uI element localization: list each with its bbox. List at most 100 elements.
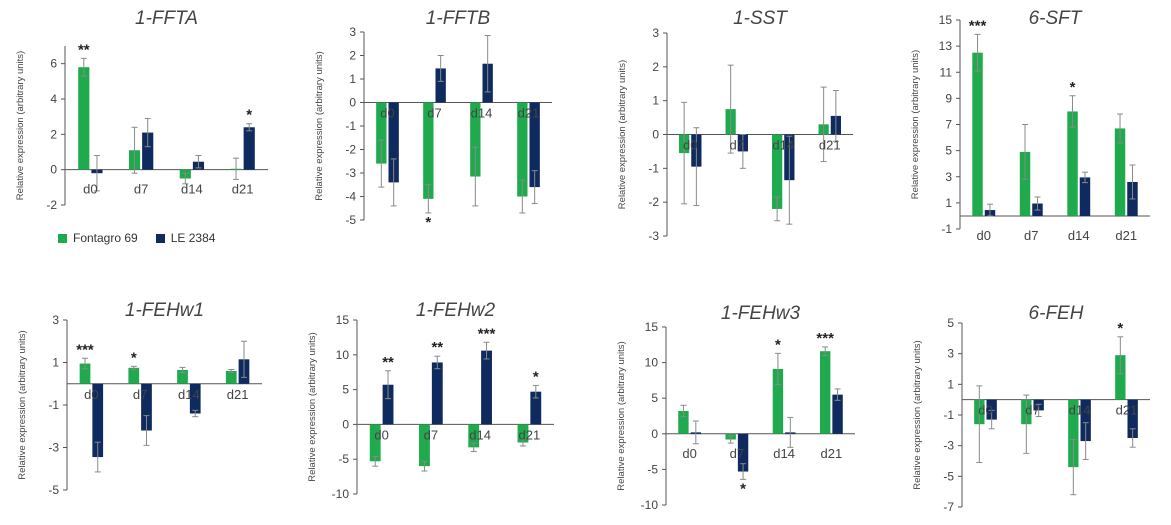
bar-le-d14 — [189, 383, 201, 414]
y-tick-label: 1 — [947, 377, 954, 391]
bar-fontagro-d14 — [177, 369, 188, 384]
y-tick-label: -1 — [941, 222, 952, 236]
bar-fontagro-d21 — [517, 424, 529, 443]
y-tick-label: 10 — [336, 348, 350, 362]
x-tick-label: d0 — [380, 106, 394, 121]
y-tick-label: 0 — [651, 427, 658, 441]
y-tick-label: -5 — [48, 483, 59, 497]
y-axis-label: Relative expression (arbitrary units) — [17, 330, 28, 479]
x-tick-label: d0 — [84, 387, 98, 402]
bar-fontagro-d7 — [423, 102, 434, 199]
y-tick-label: 5 — [651, 391, 658, 405]
x-tick-label: d0 — [682, 446, 696, 461]
significance-mark: * — [246, 107, 252, 124]
x-tick-label: d14 — [1068, 228, 1090, 243]
bar-le-d7 — [142, 132, 154, 170]
x-tick-label: d21 — [819, 138, 841, 153]
y-tick-label: -3 — [48, 441, 59, 455]
significance-mark: * — [740, 480, 746, 497]
y-tick-label: -5 — [338, 452, 349, 466]
chart-panel-1-ffta: 1-FFTA Relative expression (arbitrary uni… — [15, 8, 268, 212]
chart-title: 6-FEH — [1029, 303, 1084, 324]
chart-title: 6-SFT — [1029, 8, 1083, 29]
y-tick-label: 1 — [652, 94, 659, 108]
legend-label-le: LE 2384 — [170, 231, 216, 245]
bar-fontagro-d0 — [376, 102, 387, 164]
significance-mark: ** — [382, 354, 394, 371]
significance-mark: *** — [478, 325, 496, 342]
bar-le-d14 — [1079, 177, 1091, 216]
significance-mark: * — [775, 336, 781, 353]
y-tick-label: -4 — [345, 190, 356, 204]
chart-title: 1-FEHw1 — [125, 300, 204, 321]
significance-mark: ** — [78, 41, 90, 58]
x-tick-label: d0 — [977, 228, 991, 243]
y-tick-label: 11 — [940, 65, 953, 79]
bar-le-d21 — [832, 394, 843, 434]
chart-legend: Fontagro 69 LE 2384 — [58, 231, 233, 245]
y-tick-label: -10 — [332, 487, 350, 501]
bar-fontagro-d14 — [470, 102, 481, 177]
y-tick-label: 3 — [947, 347, 954, 361]
x-tick-label: d14 — [469, 427, 491, 442]
y-tick-label: 3 — [652, 26, 659, 40]
y-tick-label: 10 — [645, 356, 659, 370]
bar-fontagro-d21 — [1114, 128, 1126, 216]
bar-le-d0 — [382, 384, 394, 425]
y-tick-label: 5 — [947, 316, 954, 330]
y-tick-label: 4 — [50, 92, 57, 106]
y-tick-label: 3 — [945, 170, 952, 184]
y-tick-label: 15 — [939, 13, 953, 27]
x-tick-label: d14 — [772, 138, 794, 153]
bar-le-d21 — [530, 391, 542, 425]
chart-title: 1-FFTB — [426, 8, 491, 29]
y-axis-label: Relative expression (arbitrary units) — [617, 60, 628, 209]
bar-fontagro-d7 — [1019, 151, 1031, 216]
bar-fontagro-d14 — [468, 424, 480, 448]
y-tick-label: -1 — [648, 161, 659, 175]
bar-fontagro-d0 — [79, 363, 91, 384]
x-tick-label: d21 — [1116, 403, 1138, 418]
bar-fontagro-d21 — [517, 102, 528, 197]
chart-title: 1-FEHw2 — [416, 300, 496, 321]
y-tick-label: 9 — [945, 91, 952, 105]
y-axis-label: Relative expression (arbitrary units) — [15, 51, 26, 200]
bar-le-d21 — [243, 127, 255, 170]
legend-item-fontagro: Fontagro 69 — [58, 231, 138, 245]
legend-swatch-le — [155, 233, 165, 243]
x-tick-label: d14 — [178, 387, 200, 402]
bar-le-d0 — [92, 383, 104, 458]
chart-panel-6-feh: 6-FEH Relative expression (arbitrary unit… — [912, 303, 1150, 514]
y-tick-label: -1 — [943, 408, 954, 422]
significance-mark: *** — [969, 17, 987, 34]
y-tick-label: -2 — [648, 195, 659, 209]
x-tick-label: d7 — [427, 106, 441, 121]
y-tick-label: 15 — [645, 320, 659, 334]
chart-panel-1-sst: 1-SST Relative expression (arbitrary unit… — [617, 8, 853, 243]
legend-swatch-fontagro — [58, 233, 67, 243]
significance-mark: *** — [816, 330, 834, 347]
y-tick-label: 2 — [652, 60, 659, 74]
y-tick-label: -1 — [345, 119, 356, 133]
y-tick-label: 0 — [349, 96, 356, 110]
x-tick-label: d7 — [1025, 403, 1039, 418]
y-tick-label: -7 — [943, 500, 954, 514]
x-tick-label: d7 — [730, 138, 744, 153]
bar-le-d7 — [141, 383, 152, 431]
x-tick-label: d14 — [773, 446, 795, 461]
chart-title: 1-SST — [733, 8, 788, 29]
bar-le-d14 — [1080, 399, 1091, 442]
y-tick-label: 7 — [945, 118, 952, 132]
chart-panel-1-fehw1: 1-FEHw1 Relative expression (arbitrary un… — [17, 300, 262, 497]
bar-fontagro-d14 — [772, 134, 783, 209]
bar-le-d7 — [737, 433, 749, 472]
bar-fontagro-d21 — [225, 371, 237, 384]
bar-fontagro-d0 — [78, 67, 90, 170]
y-tick-label: 1 — [52, 356, 59, 370]
y-tick-label: 1 — [349, 72, 356, 86]
bar-fontagro-d14 — [1067, 111, 1078, 216]
bar-le-d7 — [435, 68, 446, 103]
x-tick-label: d21 — [227, 387, 249, 402]
x-tick-label: d14 — [1069, 403, 1091, 418]
